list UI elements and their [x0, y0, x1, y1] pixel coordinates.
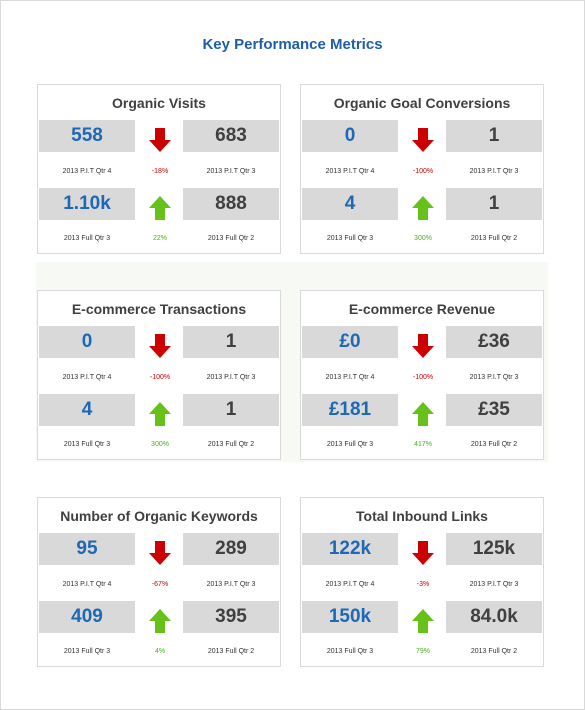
current-period-label: 2013 Full Qtr 3	[63, 648, 111, 655]
current-period-label: 2013 P.I.T Qtr 4	[62, 374, 112, 381]
previous-value: £35	[446, 394, 542, 426]
current-value: 0	[302, 120, 398, 152]
previous-value: 289	[183, 533, 279, 565]
previous-value: £36	[446, 326, 542, 358]
up-arrow-icon	[149, 196, 171, 220]
change-percent: 22%	[152, 235, 167, 242]
current-value: £0	[302, 326, 398, 358]
previous-period-label: 2013 P.I.T Qtr 3	[469, 374, 519, 381]
current-period-label: 2013 Full Qtr 3	[326, 235, 374, 242]
previous-value: 1	[183, 394, 279, 426]
previous-period-label: 2013 Full Qtr 2	[207, 235, 255, 242]
change-percent: -100%	[149, 374, 171, 381]
current-period-label: 2013 P.I.T Qtr 4	[325, 374, 375, 381]
down-arrow-icon	[412, 128, 434, 152]
current-period-label: 2013 Full Qtr 3	[63, 441, 111, 448]
current-value: 95	[39, 533, 135, 565]
current-period-label: 2013 P.I.T Qtr 4	[325, 168, 375, 175]
kpi-card: Organic Visits 558 683 2013 P.I.T Qtr 4 -18%…	[37, 84, 281, 254]
current-period-label: 2013 Full Qtr 3	[63, 235, 111, 242]
change-percent: -3%	[416, 581, 430, 588]
current-value: £181	[302, 394, 398, 426]
card-title: Total Inbound Links	[356, 508, 488, 524]
previous-value: 395	[183, 601, 279, 633]
card-title: Organic Visits	[112, 95, 206, 111]
change-percent: 300%	[151, 441, 169, 448]
up-arrow-icon	[412, 609, 434, 633]
previous-period-label: 2013 P.I.T Qtr 3	[469, 581, 519, 588]
current-value: 122k	[302, 533, 398, 565]
previous-period-label: 2013 Full Qtr 2	[207, 441, 255, 448]
card-title: Organic Goal Conversions	[333, 95, 511, 111]
change-percent: 79%	[415, 648, 430, 655]
kpi-card: Number of Organic Keywords 95 289 2013 P.I.…	[37, 497, 281, 667]
up-arrow-icon	[412, 196, 434, 220]
card-title: E-commerce Revenue	[348, 301, 496, 317]
change-percent: -100%	[412, 374, 434, 381]
previous-value: 125k	[446, 533, 542, 565]
change-percent: 4%	[154, 648, 166, 655]
current-value: 558	[39, 120, 135, 152]
previous-value: 1	[446, 120, 542, 152]
up-arrow-icon	[149, 402, 171, 426]
card-title: E-commerce Transactions	[71, 301, 247, 317]
current-value: 1.10k	[39, 188, 135, 220]
down-arrow-icon	[412, 334, 434, 358]
previous-period-label: 2013 P.I.T Qtr 3	[469, 168, 519, 175]
current-period-label: 2013 P.I.T Qtr 4	[325, 581, 375, 588]
kpi-card: E-commerce Revenue £0 £36 2013 P.I.T Qtr 4 -…	[300, 290, 544, 460]
change-percent: -100%	[412, 168, 434, 175]
previous-period-label: 2013 Full Qtr 2	[470, 235, 518, 242]
previous-period-label: 2013 P.I.T Qtr 3	[206, 581, 256, 588]
current-value: 4	[302, 188, 398, 220]
previous-period-label: 2013 Full Qtr 2	[470, 441, 518, 448]
current-value: 150k	[302, 601, 398, 633]
down-arrow-icon	[149, 128, 171, 152]
kpi-card: Organic Goal Conversions 0 1 2013 P.I.T Qtr…	[300, 84, 544, 254]
down-arrow-icon	[412, 541, 434, 565]
up-arrow-icon	[149, 609, 171, 633]
previous-value: 888	[183, 188, 279, 220]
page-title: Key Performance Metrics	[202, 36, 383, 53]
current-period-label: 2013 Full Qtr 3	[326, 441, 374, 448]
down-arrow-icon	[149, 334, 171, 358]
change-percent: -18%	[151, 168, 169, 175]
card-title: Number of Organic Keywords	[60, 508, 258, 524]
change-percent: 300%	[414, 235, 432, 242]
current-value: 0	[39, 326, 135, 358]
up-arrow-icon	[412, 402, 434, 426]
current-period-label: 2013 P.I.T Qtr 4	[62, 168, 112, 175]
previous-period-label: 2013 Full Qtr 2	[470, 648, 518, 655]
previous-value: 1	[183, 326, 279, 358]
previous-period-label: 2013 P.I.T Qtr 3	[206, 374, 256, 381]
kpi-card: E-commerce Transactions 0 1 2013 P.I.T Qtr …	[37, 290, 281, 460]
current-period-label: 2013 P.I.T Qtr 4	[62, 581, 112, 588]
down-arrow-icon	[149, 541, 171, 565]
current-value: 4	[39, 394, 135, 426]
change-percent: -67%	[151, 581, 169, 588]
kpi-card: Total Inbound Links 122k 125k 2013 P.I.T Qt…	[300, 497, 544, 667]
current-value: 409	[39, 601, 135, 633]
previous-period-label: 2013 Full Qtr 2	[207, 648, 255, 655]
previous-value: 683	[183, 120, 279, 152]
change-percent: 417%	[414, 441, 432, 448]
previous-period-label: 2013 P.I.T Qtr 3	[206, 168, 256, 175]
current-period-label: 2013 Full Qtr 3	[326, 648, 374, 655]
previous-value: 84.0k	[446, 601, 542, 633]
previous-value: 1	[446, 188, 542, 220]
